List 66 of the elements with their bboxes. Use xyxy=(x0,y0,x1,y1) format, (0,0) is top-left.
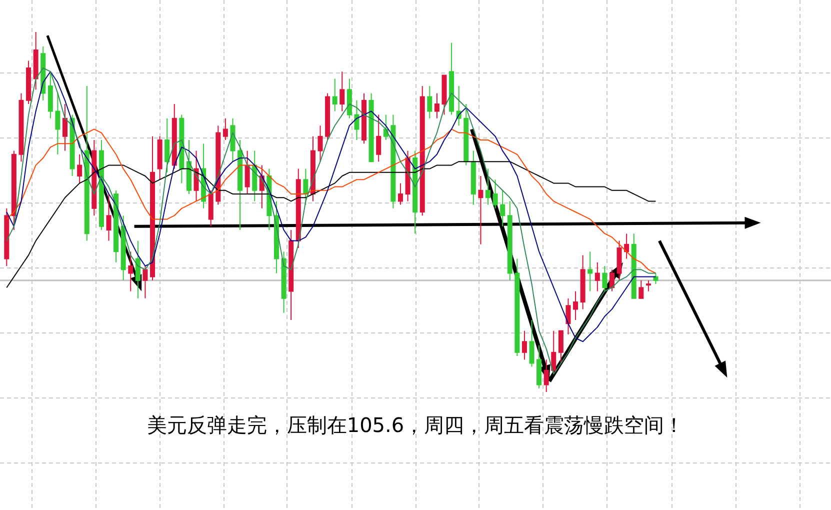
candlestick xyxy=(383,114,388,140)
candlestick xyxy=(514,258,520,356)
candlestick xyxy=(208,190,214,227)
candlestick xyxy=(573,290,578,320)
candlestick xyxy=(616,240,622,281)
candlestick xyxy=(434,92,440,119)
candlestick xyxy=(325,92,330,140)
candlestick xyxy=(536,344,542,389)
candlestick xyxy=(48,71,53,119)
candlestick xyxy=(442,74,447,116)
candlestick xyxy=(222,118,228,140)
candlestick xyxy=(492,179,498,209)
candlestick xyxy=(485,168,491,206)
candlestick xyxy=(18,92,24,162)
candlestick xyxy=(142,266,148,299)
candlestick xyxy=(303,168,308,206)
candlestick xyxy=(464,104,469,166)
candlestick xyxy=(624,233,630,260)
candlestick xyxy=(77,154,82,184)
candlestick xyxy=(4,208,10,266)
candlestick xyxy=(332,78,338,112)
candlestick xyxy=(638,280,644,299)
candlestick xyxy=(288,230,294,320)
candlestick xyxy=(33,32,38,90)
candlestick xyxy=(427,86,432,119)
candlestick xyxy=(186,140,192,194)
candlestick xyxy=(529,320,534,368)
candlestick xyxy=(135,240,140,299)
candlestick xyxy=(354,100,360,140)
candlestick xyxy=(500,190,506,227)
candlestick xyxy=(478,176,484,245)
text: 美元反弹走完，压制在105.6，周四，周五看震荡慢跌空间！ xyxy=(146,413,684,437)
candlestick xyxy=(566,298,571,335)
candlestick xyxy=(340,71,345,112)
candlestick xyxy=(522,330,527,360)
candlestick xyxy=(157,136,162,180)
candlestick xyxy=(551,330,556,374)
candlestick xyxy=(376,114,382,162)
candlestick xyxy=(281,251,286,314)
candlestick xyxy=(456,86,462,126)
candlestick xyxy=(84,86,90,242)
candlestick xyxy=(252,150,258,202)
candlestick xyxy=(128,251,134,292)
candlestick xyxy=(507,200,512,281)
candlestick xyxy=(544,359,549,392)
candlestick xyxy=(646,280,651,292)
candlestick xyxy=(580,254,586,310)
candlestick xyxy=(602,266,608,292)
candlestick xyxy=(558,330,564,364)
candlestick xyxy=(106,194,112,242)
candlestick xyxy=(238,140,243,230)
candlestick xyxy=(26,60,32,104)
candlestick xyxy=(194,150,199,202)
candlestick xyxy=(609,269,614,292)
candlestick xyxy=(62,104,68,152)
candlestick xyxy=(398,182,403,206)
candlestick xyxy=(318,125,323,162)
candlestick xyxy=(244,150,250,194)
candlestick xyxy=(594,262,600,292)
candlestick xyxy=(653,272,658,284)
candlestick xyxy=(346,78,352,119)
candlestick xyxy=(449,42,454,116)
candlestick xyxy=(164,118,170,173)
candlestick xyxy=(55,92,60,155)
candlestick xyxy=(470,150,476,206)
candlestick xyxy=(588,251,593,292)
